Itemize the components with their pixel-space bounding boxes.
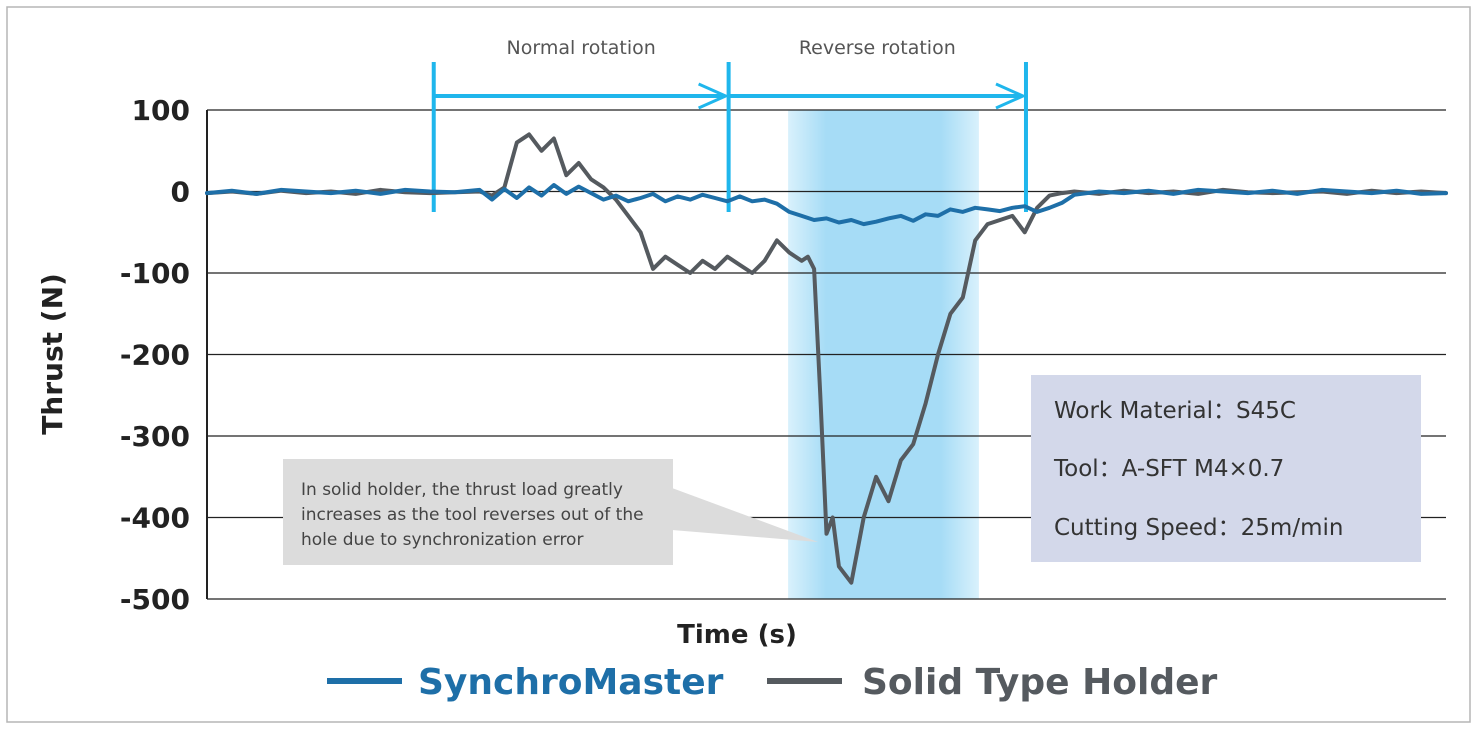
rotation-phases: Normal rotation Reverse rotation <box>431 37 1028 212</box>
y-tick-label: -100 <box>120 257 190 290</box>
legend-label-synchromaster: SynchroMaster <box>418 662 724 703</box>
y-tick-label: -300 <box>120 420 190 453</box>
y-tick-label: 100 <box>132 94 190 127</box>
y-tick-labels: 100 0 -100 -200 -300 -400 -500 <box>120 94 190 616</box>
callout-line-1: In solid holder, the thrust load greatly <box>301 480 623 500</box>
phase-arrow-head <box>698 82 730 110</box>
conditions-background <box>1031 375 1421 562</box>
legend-label-solid-holder: Solid Type Holder <box>862 662 1218 703</box>
condition-cutting-speed: Cutting Speed：25m/min <box>1054 515 1343 541</box>
conditions-box: Work Material：S45C Tool：A-SFT M4×0.7 Cut… <box>1031 375 1421 562</box>
figure-border <box>6 6 1471 723</box>
series-lines <box>205 132 1448 585</box>
series-line-synchromaster <box>205 183 1448 227</box>
legend: SynchroMaster Solid Type Holder <box>327 662 1218 703</box>
y-tick-label: -500 <box>120 583 190 616</box>
condition-tool: Tool：A-SFT M4×0.7 <box>1053 456 1284 482</box>
y-tick-label: -200 <box>120 339 190 372</box>
y-axis-label: Thrust (N) <box>36 273 69 435</box>
callout: In solid holder, the thrust load greatly… <box>283 459 818 565</box>
callout-pointer <box>672 488 818 542</box>
callout-box <box>283 459 673 565</box>
phase-label: Normal rotation <box>507 37 656 59</box>
phase-label: Reverse rotation <box>799 37 956 59</box>
phase-arrow-head <box>995 82 1027 110</box>
condition-work-material: Work Material：S45C <box>1054 398 1296 424</box>
y-tick-label: -400 <box>120 502 190 535</box>
y-tick-label: 0 <box>171 176 190 209</box>
callout-line-3: hole due to synchronization error <box>301 530 583 550</box>
x-axis-label: Time (s) <box>677 620 797 650</box>
callout-line-2: increases as the tool reverses out of th… <box>301 505 644 525</box>
